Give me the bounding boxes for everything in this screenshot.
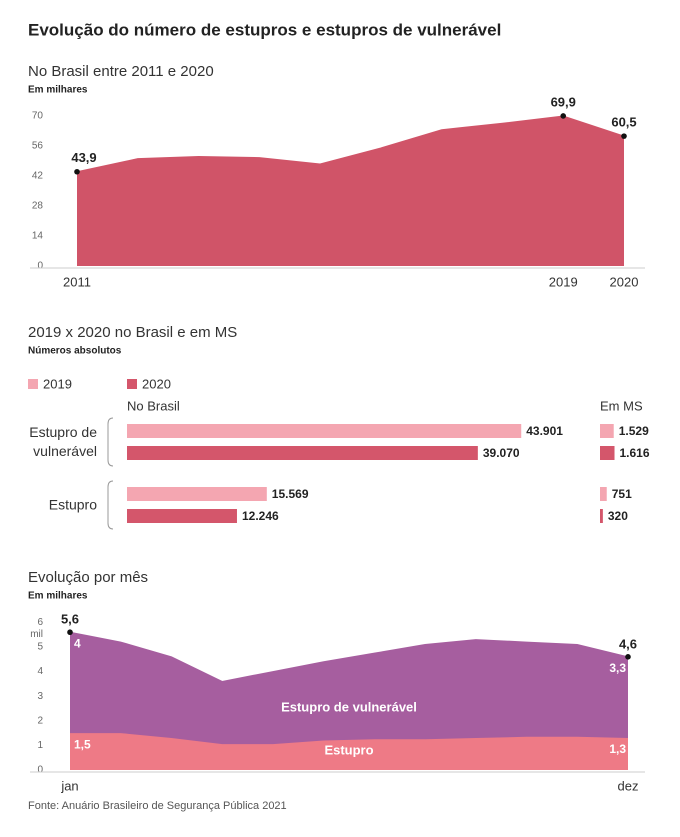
y-tick-label: 28 bbox=[32, 201, 44, 212]
value-label: 320 bbox=[608, 509, 628, 523]
value-label: 3,3 bbox=[609, 661, 626, 675]
y-tick-label: 70 bbox=[32, 110, 44, 121]
bar bbox=[127, 487, 267, 501]
value-label: 751 bbox=[612, 487, 632, 501]
series-label: Estupro de vulnerável bbox=[281, 699, 417, 714]
chart-title: Evolução por mês bbox=[28, 569, 148, 586]
area-fill bbox=[70, 632, 628, 745]
area-line bbox=[69, 631, 629, 682]
value-label: 1,3 bbox=[609, 742, 626, 756]
page-title: Evolução do número de estupros e estupro… bbox=[28, 20, 501, 39]
y-tick-label: 42 bbox=[32, 170, 44, 181]
category-label: Estupro de vulnerável bbox=[29, 424, 97, 459]
total-point bbox=[625, 654, 631, 660]
y-tick-label: 14 bbox=[32, 231, 44, 242]
x-tick-label: 2019 bbox=[549, 274, 578, 289]
y-tick-label: 6 bbox=[37, 617, 43, 628]
value-label: 43,9 bbox=[71, 150, 96, 165]
chart-title: No Brasil entre 2011 e 2020 bbox=[28, 63, 214, 80]
bar bbox=[600, 446, 615, 460]
source: Fonte: Anuário Brasileiro de Segurança P… bbox=[28, 800, 287, 812]
x-tick-label: 2020 bbox=[610, 274, 639, 289]
y-tick-label: 3 bbox=[37, 691, 43, 702]
value-label: 15.569 bbox=[272, 487, 309, 501]
total-point bbox=[67, 629, 73, 636]
point bbox=[74, 168, 80, 175]
y-tick-label: 5 bbox=[37, 642, 43, 653]
y-tick-label: 56 bbox=[32, 140, 44, 151]
value-label: 69,9 bbox=[551, 94, 576, 109]
bar bbox=[127, 509, 237, 523]
chart-subtitle: Em milhares bbox=[28, 85, 88, 96]
chart-title: 2019 x 2020 no Brasil e em MS bbox=[28, 324, 237, 341]
legend-swatch bbox=[127, 379, 137, 389]
point bbox=[621, 133, 627, 139]
bracket bbox=[107, 417, 114, 467]
value-label: 12.246 bbox=[242, 509, 279, 523]
chart-subtitle: Números absolutos bbox=[28, 346, 122, 357]
value-label: 1.529 bbox=[619, 424, 649, 438]
category-label: Estupro bbox=[48, 496, 97, 513]
bar bbox=[600, 487, 607, 501]
bar bbox=[600, 509, 603, 523]
bar bbox=[127, 446, 478, 460]
panel-title: Em MS bbox=[600, 398, 643, 413]
area-line bbox=[76, 115, 625, 173]
value-label: 4 bbox=[74, 636, 81, 650]
total-label: 5,6 bbox=[61, 612, 79, 627]
x-tick-label: dez bbox=[618, 778, 639, 793]
legend-swatch bbox=[28, 379, 38, 389]
legend-label: 2020 bbox=[142, 376, 171, 391]
y-unit: mil bbox=[30, 629, 43, 640]
value-label: 1,5 bbox=[74, 737, 91, 751]
value-label: 60,5 bbox=[611, 115, 636, 130]
value-label: 1.616 bbox=[620, 446, 650, 460]
x-tick-label: 2011 bbox=[63, 274, 91, 289]
bar bbox=[600, 424, 614, 438]
value-label: 43.901 bbox=[526, 424, 563, 438]
series-label: Estupro bbox=[324, 743, 373, 758]
area-fill bbox=[77, 115, 624, 266]
y-tick-label: 0 bbox=[37, 261, 43, 272]
y-tick-label: 2 bbox=[37, 715, 43, 726]
legend-label: 2019 bbox=[43, 376, 72, 391]
y-tick-label: 1 bbox=[37, 740, 43, 751]
y-tick-label: 0 bbox=[37, 765, 43, 776]
point bbox=[560, 113, 567, 119]
y-tick-label: 4 bbox=[37, 666, 43, 677]
bracket bbox=[107, 480, 114, 530]
x-tick-label: jan bbox=[60, 778, 78, 793]
total-label: 4,6 bbox=[619, 636, 637, 651]
bar bbox=[127, 424, 522, 438]
chart-subtitle: Em milhares bbox=[28, 591, 88, 602]
area-fill bbox=[70, 733, 628, 770]
panel-title: No Brasil bbox=[127, 398, 180, 413]
value-label: 39.070 bbox=[483, 446, 520, 460]
